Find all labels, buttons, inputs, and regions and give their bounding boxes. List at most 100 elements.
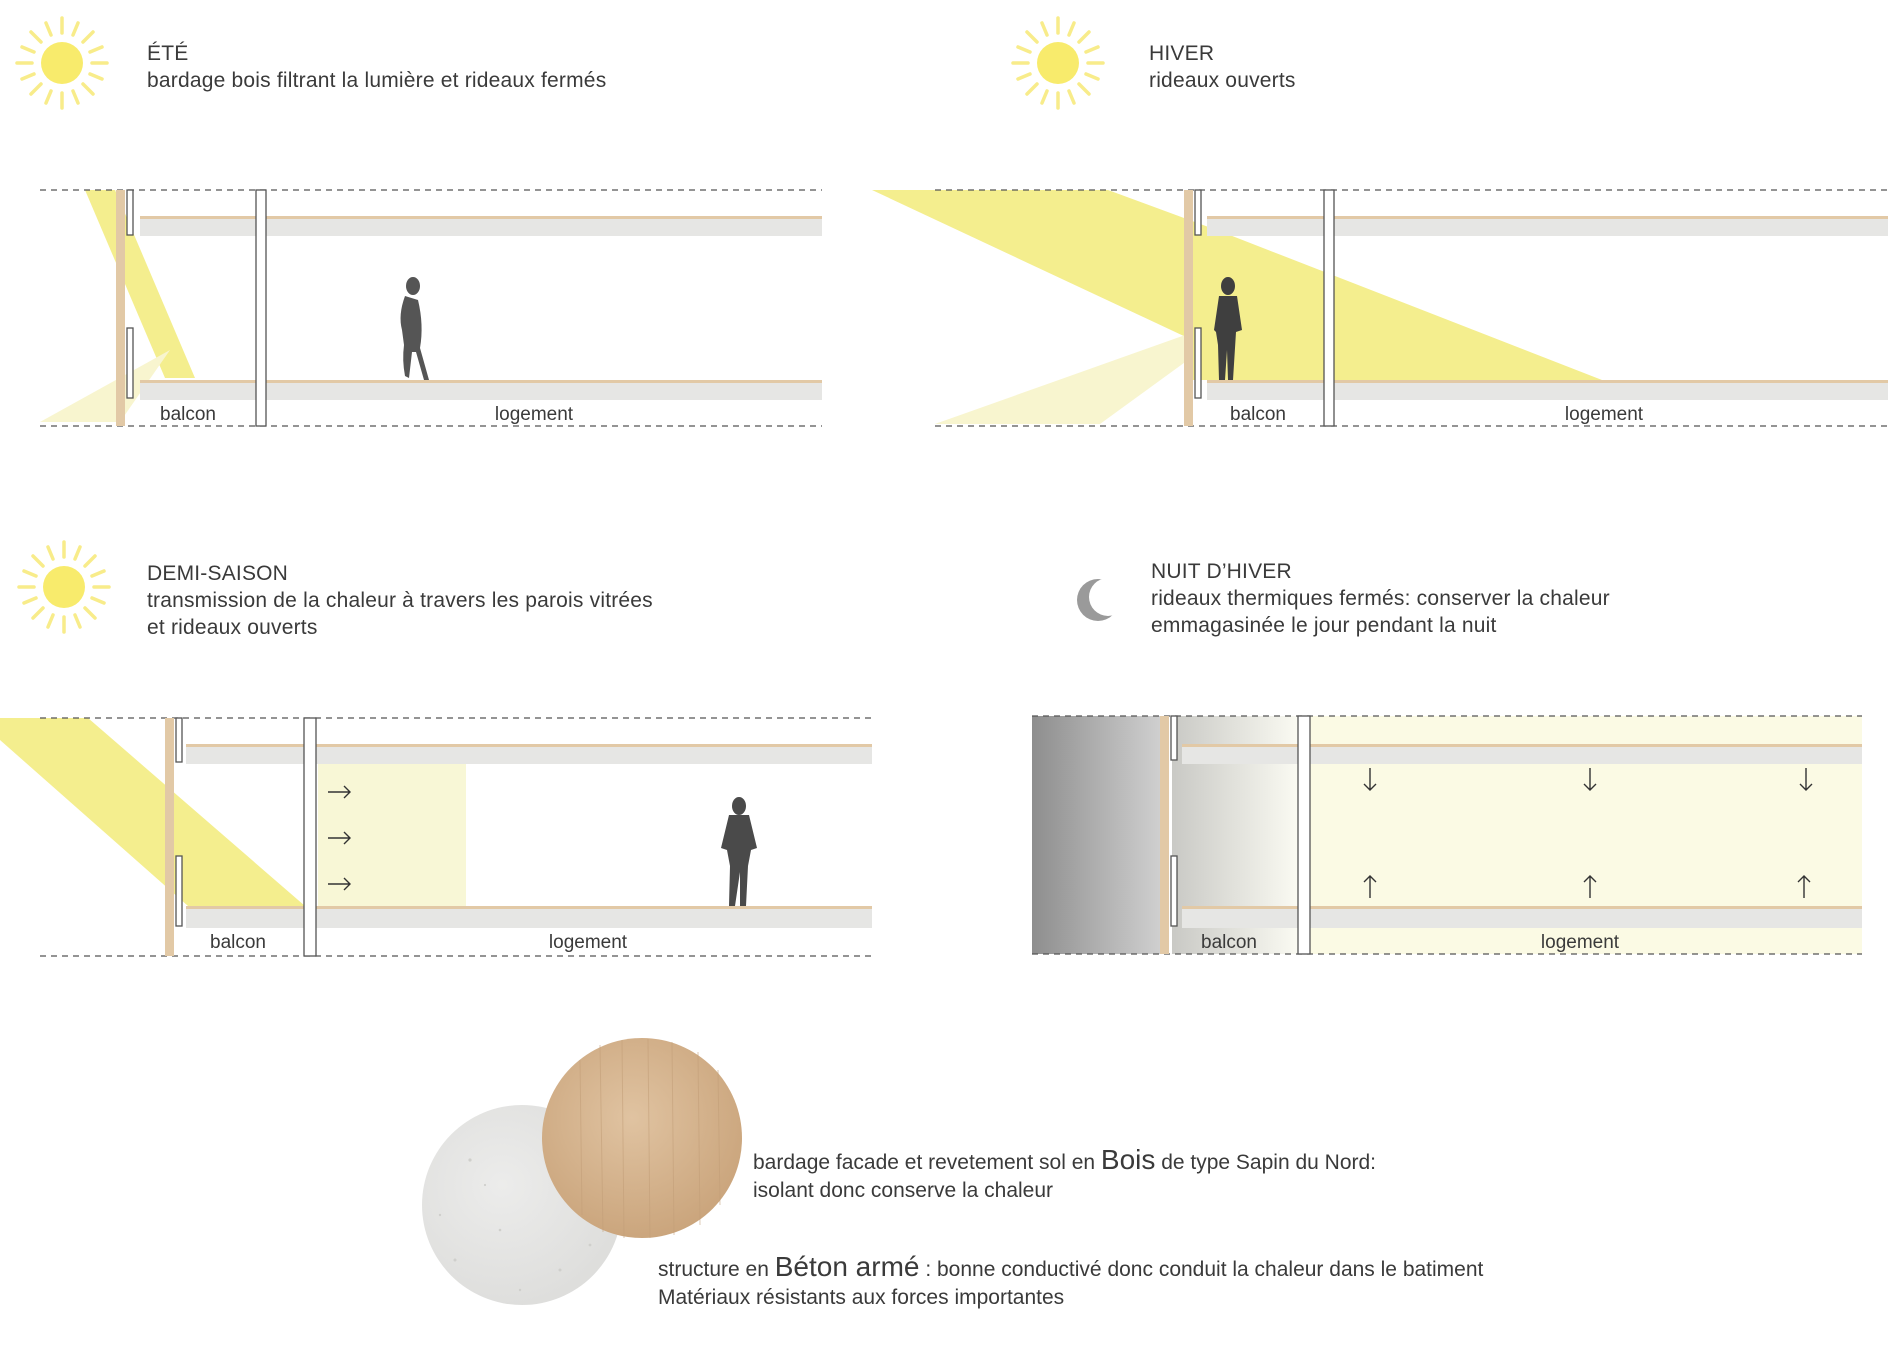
panel-nuit-hiver-heading: NUIT D’HIVER rideaux thermiques fermés: …	[1151, 558, 1610, 639]
person-figure	[721, 797, 757, 906]
wood-cladding	[116, 190, 125, 426]
caption-text: : bonne conductivé donc conduit la chale…	[919, 1258, 1484, 1281]
panel-demi-saison-heading: DEMI-SAISON transmission de la chaleur à…	[147, 560, 653, 641]
panel-description: bardage bois filtrant la lumière et ride…	[147, 69, 607, 92]
railing	[1170, 855, 1178, 927]
arrow-right-icon	[328, 785, 351, 799]
arrow-up-icon	[1797, 875, 1811, 898]
label-balcon: balcon	[160, 404, 216, 425]
beton-caption: structure en Béton armé : bonne conducti…	[658, 1253, 1483, 1312]
arrow-up-icon	[1363, 875, 1377, 898]
arrow-right-icon	[328, 877, 351, 891]
reflected-light	[40, 350, 170, 422]
bois-line-1: bardage facade et revetement sol en Bois…	[753, 1146, 1376, 1177]
beton-line-2: Matériaux résistants aux forces importan…	[658, 1286, 1065, 1309]
bois-line-2: isolant donc conserve la chaleur	[753, 1179, 1054, 1202]
railing	[175, 855, 183, 927]
label-logement: logement	[1565, 404, 1644, 425]
wood-grain	[579, 1038, 721, 1239]
wood-cladding	[1184, 190, 1193, 426]
heat-arrows	[328, 785, 351, 891]
railing	[126, 327, 134, 399]
label-logement: logement	[549, 932, 628, 953]
night-exterior	[1032, 716, 1160, 954]
reflected-light	[935, 334, 1190, 424]
reflected-light	[935, 338, 1188, 424]
arrow-down-icon	[1363, 768, 1377, 791]
railing	[1194, 189, 1202, 236]
person-figure	[400, 277, 429, 380]
arrow-up-icon	[1583, 875, 1597, 898]
ceiling-slab	[186, 744, 872, 764]
ceiling-slab	[1207, 216, 1888, 236]
panel-description: emmagasinée le jour pendant la nuit	[1151, 614, 1497, 637]
floor-slab	[186, 906, 872, 928]
moon-icon	[1077, 578, 1127, 621]
warm-zone	[318, 764, 466, 906]
ceiling-finish	[140, 216, 822, 219]
wood-floor	[1207, 380, 1888, 383]
glass-facade	[1323, 189, 1335, 427]
label-balcon: balcon	[1230, 404, 1286, 425]
beton-line-1: structure en Béton armé : bonne conducti…	[658, 1253, 1483, 1284]
heat-arrows	[1363, 768, 1813, 898]
sun-icon	[17, 540, 111, 634]
wood-cladding	[1160, 716, 1169, 954]
sun-beam	[872, 190, 1222, 338]
floor-slab	[140, 380, 822, 400]
panel-hiver: balcon logement	[872, 16, 1888, 427]
arrow-down-icon	[1799, 768, 1813, 791]
sun-beam-interior	[1188, 232, 1602, 380]
arrow-right-icon	[328, 831, 351, 845]
panel-title: HIVER	[1149, 42, 1215, 65]
wood-cladding	[165, 718, 174, 956]
panel-title: DEMI-SAISON	[147, 562, 289, 585]
panel-hiver-heading: HIVER rideaux ouverts	[1149, 40, 1296, 94]
railing	[1170, 715, 1178, 761]
label-logement: logement	[495, 404, 574, 425]
panel-description: et rideaux ouverts	[147, 616, 318, 639]
material-name-bois: Bois	[1100, 1144, 1156, 1175]
ceiling-slab	[140, 216, 822, 236]
sun-beam	[0, 718, 305, 906]
ceiling-finish	[1207, 216, 1888, 219]
bois-caption: bardage facade et revetement sol en Bois…	[753, 1146, 1376, 1205]
label-balcon: balcon	[1201, 932, 1257, 953]
arrow-down-icon	[1583, 768, 1597, 791]
material-swatches	[422, 1038, 742, 1305]
label-logement: logement	[1541, 932, 1620, 953]
railing	[1194, 327, 1202, 399]
person-figure	[1214, 277, 1242, 380]
label-balcon: balcon	[210, 932, 266, 953]
panel-title: ÉTÉ	[147, 42, 189, 65]
wood-swatch	[542, 1038, 742, 1238]
material-name-beton: Béton armé	[774, 1251, 920, 1282]
panel-description: transmission de la chaleur à travers les…	[147, 589, 653, 612]
sun-icon	[15, 16, 109, 110]
panel-title: NUIT D’HIVER	[1151, 560, 1292, 583]
caption-text: de type Sapin du Nord:	[1155, 1151, 1377, 1174]
caption-text: bardage facade et revetement sol en	[753, 1151, 1101, 1174]
glass-facade	[303, 717, 317, 957]
ceiling-finish	[1182, 744, 1862, 747]
panel-description: rideaux ouverts	[1149, 69, 1296, 92]
caption-text: structure en	[658, 1258, 775, 1281]
railing	[175, 717, 183, 763]
panel-ete: balcon logement	[15, 16, 822, 427]
panel-nuit-hiver: balcon logement	[1032, 578, 1862, 955]
glass-facade	[1297, 715, 1311, 955]
sun-beam	[85, 190, 195, 378]
panel-demi-saison: balcon logement	[0, 540, 872, 957]
wood-floor	[140, 380, 822, 383]
ceiling-finish	[186, 744, 872, 747]
floor-slab	[1182, 906, 1862, 928]
wood-floor	[1182, 906, 1862, 909]
panel-ete-heading: ÉTÉ bardage bois filtrant la lumière et …	[147, 40, 606, 94]
wood-floor	[186, 906, 872, 909]
ceiling-slab	[1182, 744, 1862, 764]
railing	[126, 189, 134, 236]
panel-description: rideaux thermiques fermés: conserver la …	[1151, 587, 1610, 610]
sun-icon	[1011, 16, 1105, 110]
floor-slab	[1207, 380, 1888, 400]
